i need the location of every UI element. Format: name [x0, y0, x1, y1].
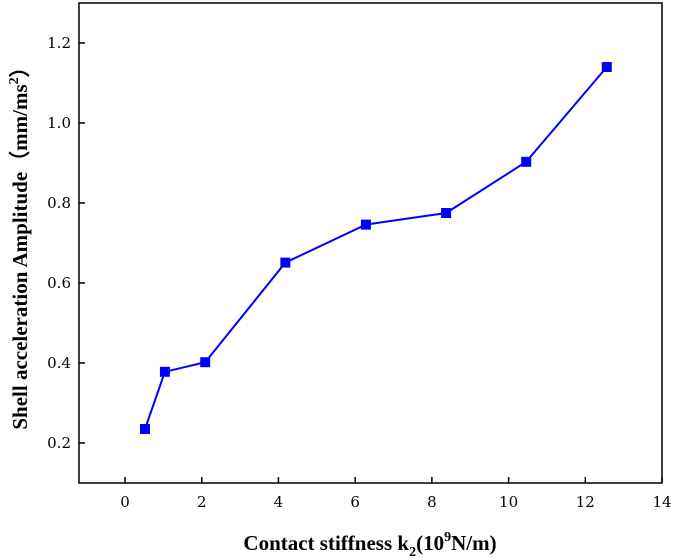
y-tick-label: 0.6	[47, 274, 71, 292]
data-point	[360, 219, 371, 230]
data-point	[521, 156, 532, 167]
y-axis-title: Shell acceleration Amplitude（mm/ms2）	[7, 56, 32, 429]
x-tick-label: 8	[427, 493, 437, 511]
y-tick-label: 0.2	[47, 434, 71, 452]
x-axis-title: Contact stiffness k2(109N/m)	[243, 530, 496, 558]
y-tick-label: 0.8	[47, 194, 71, 212]
x-tick-label: 2	[197, 493, 207, 511]
series-markers	[139, 62, 612, 434]
x-tick-label: 0	[120, 493, 130, 511]
data-point	[139, 424, 150, 434]
data-point	[200, 357, 211, 368]
y-tick-label: 0.4	[47, 354, 71, 372]
x-tick-label: 14	[652, 493, 671, 511]
y-axis: 0.2 0.4 0.6 0.8 1.0 1.2	[47, 34, 85, 452]
x-tick-label: 10	[499, 493, 518, 511]
x-axis: 0 2 4 6 8 10 12 14	[120, 477, 672, 511]
data-point	[280, 257, 291, 268]
plot-frame	[78, 2, 663, 484]
y-tick-label: 1.2	[47, 34, 71, 52]
x-tick-label: 12	[576, 493, 595, 511]
y-tick-label: 1.0	[47, 114, 71, 132]
x-tick-label: 4	[274, 493, 284, 511]
data-point	[601, 62, 612, 72]
data-point	[441, 208, 452, 218]
data-point	[159, 366, 170, 377]
x-tick-label: 6	[350, 493, 360, 511]
series-line	[144, 66, 608, 430]
